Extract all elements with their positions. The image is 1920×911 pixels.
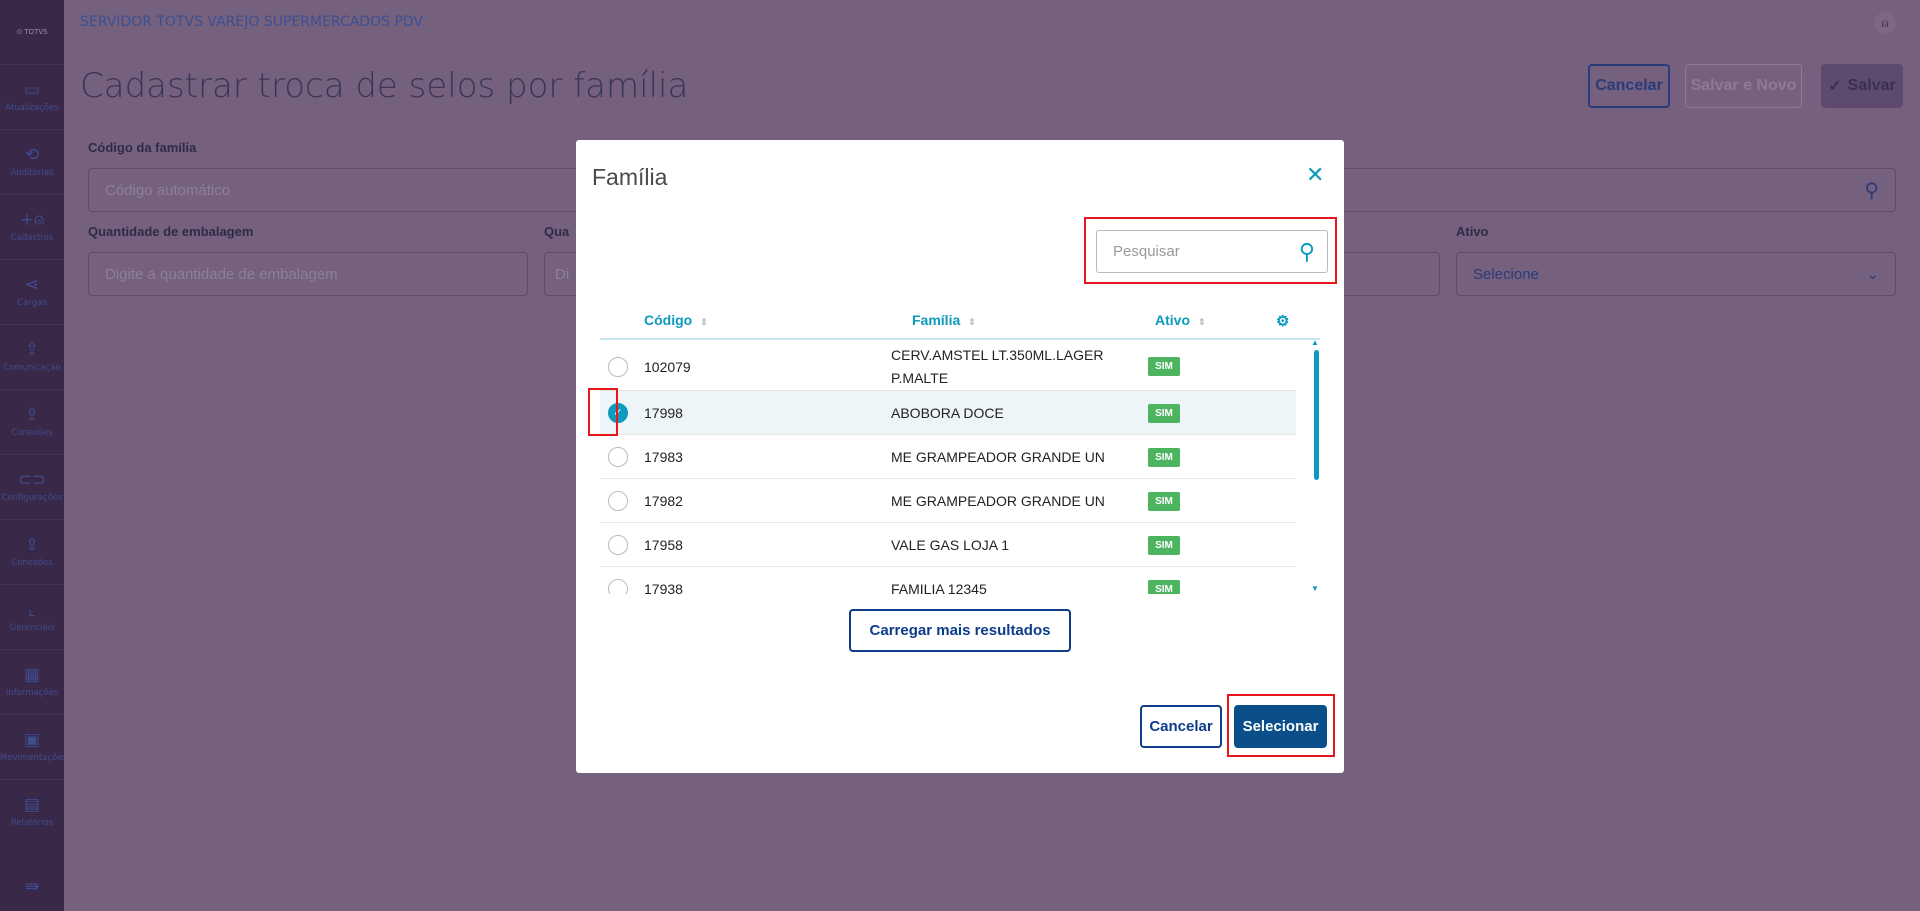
gear-icon[interactable]: ⚙ [1276, 313, 1290, 330]
scroll-up-icon[interactable]: ▲ [1311, 338, 1319, 347]
sidebar-item-informações[interactable]: ▦ Informações [0, 649, 64, 714]
codigo-label: Código da família [88, 140, 197, 155]
link-icon: ⊂⊃ [17, 470, 47, 490]
sidebar-item-comunicação[interactable]: ⇪ Comunicação [0, 324, 64, 389]
search-icon[interactable]: ⚲ [1298, 238, 1315, 264]
upload-file-icon: ⇪ [24, 340, 40, 360]
cell-codigo: 17982 [644, 493, 683, 509]
table-row[interactable]: ✓ 17998 ABOBORA DOCE SIM [600, 391, 1296, 435]
share-icon: ⋖ [24, 275, 40, 295]
column-codigo[interactable]: Código ⇕ [644, 312, 708, 328]
book-icon: ▣ [23, 730, 41, 750]
building-icon: ▦ [23, 665, 41, 685]
row-radio[interactable] [608, 447, 628, 467]
modal-cancel-button[interactable]: Cancelar [1140, 705, 1222, 748]
status-badge: SIM [1148, 447, 1180, 467]
sidebar-item-gerenciais[interactable]: ⌞ Gerenciais [0, 584, 64, 649]
column-familia[interactable]: Família ⇕ [912, 312, 976, 328]
table-row[interactable]: 17983 ME GRAMPEADOR GRANDE UN SIM [600, 435, 1296, 479]
save-button[interactable]: ✓ Salvar [1821, 64, 1903, 108]
cell-codigo: 102079 [644, 358, 691, 375]
scrollbar[interactable] [1314, 350, 1319, 480]
sidebar-item-conexões[interactable]: ⇪ Conexões [0, 389, 64, 454]
chevron-down-icon: ⌄ [1866, 266, 1879, 283]
collapse-menu-icon[interactable]: ⇛ [24, 876, 40, 897]
select-button[interactable]: Selecionar [1234, 705, 1327, 748]
cell-familia: CERV.AMSTEL LT.350ML.LAGER P.MALTE [891, 347, 1104, 386]
ativo-select[interactable]: Selecione ⌄ [1456, 252, 1896, 296]
totvs-logo: ⊙ TOTVS [16, 28, 48, 36]
modal-title: Família [592, 164, 668, 190]
sidebar-item-conexões[interactable]: ⇪ Conexões [0, 519, 64, 584]
report-icon: ▤ [23, 795, 41, 815]
page-title: Cadastrar troca de selos por família [80, 66, 689, 106]
sidebar-item-auditorias[interactable]: ⟲ Auditorias [0, 129, 64, 194]
status-badge: SIM [1148, 357, 1180, 376]
status-badge: SIM [1148, 535, 1180, 555]
table-row[interactable]: 17982 ME GRAMPEADOR GRANDE UN SIM [600, 479, 1296, 523]
status-badge: SIM [1148, 491, 1180, 511]
row-radio[interactable] [608, 491, 628, 511]
highlight-box [1227, 694, 1335, 757]
check-icon: ✓ [1828, 78, 1842, 95]
cell-codigo: 17983 [644, 449, 683, 465]
cancel-button[interactable]: Cancelar [1588, 64, 1670, 108]
sort-icon: ⇕ [968, 317, 976, 327]
cell-familia: ABOBORA DOCE [891, 405, 1004, 421]
column-ativo[interactable]: Ativo ⇕ [1155, 312, 1206, 328]
table-row[interactable]: 102079 CERV.AMSTEL LT.350ML.LAGER P.MALT… [600, 342, 1296, 391]
upload-file-icon: ⇪ [24, 535, 40, 555]
table-row[interactable]: 17938 FAMILIA 12345 SIM [600, 567, 1296, 594]
close-icon[interactable]: ✕ [1306, 162, 1325, 187]
app-title: SERVIDOR TOTVS VAREJO SUPERMERCADOS PDV [80, 14, 423, 30]
table-body: 102079 CERV.AMSTEL LT.350ML.LAGER P.MALT… [600, 342, 1320, 594]
sort-icon: ⇕ [1198, 317, 1206, 327]
cell-familia: ME GRAMPEADOR GRANDE UN [891, 449, 1105, 465]
chart-icon: ⌞ [28, 600, 36, 620]
row-radio[interactable] [608, 579, 628, 594]
sort-icon: ⇕ [700, 317, 708, 327]
qtd-field[interactable]: Digite a quantidade de embalagem [88, 252, 528, 296]
search-icon[interactable]: ⚲ [1864, 179, 1879, 202]
row-radio[interactable] [608, 356, 628, 377]
add-user-icon: +⍝ [19, 210, 45, 230]
status-badge: SIM [1148, 579, 1180, 594]
table-row[interactable]: 17958 VALE GAS LOJA 1 SIM [600, 523, 1296, 567]
save-and-new-button[interactable]: Salvar e Novo [1685, 64, 1802, 108]
cell-codigo: 17998 [644, 405, 683, 421]
highlight-box [1084, 217, 1337, 284]
status-badge: SIM [1148, 403, 1180, 423]
sidebar-item-movimentações[interactable]: ▣ Movimentações [0, 714, 64, 779]
qua-label: Qua [544, 224, 570, 239]
user-avatar-icon[interactable]: ⍝ [1874, 12, 1896, 34]
sidebar-item-relatórios[interactable]: ▤ Relatórios [0, 779, 64, 844]
highlight-box [588, 388, 618, 436]
sidebar-item-configurações[interactable]: ⊂⊃ Configurações [0, 454, 64, 519]
row-radio[interactable]: ✓ [608, 403, 628, 423]
history-icon: ⟲ [24, 145, 40, 165]
row-radio[interactable] [608, 535, 628, 555]
server-icon: ▭ [23, 80, 41, 100]
sidebar-item-cargas[interactable]: ⋖ Cargas [0, 259, 64, 324]
sidebar-item-cadastros[interactable]: +⍝ Cadastros [0, 194, 64, 259]
cell-codigo: 17938 [644, 581, 683, 594]
cell-familia: ME GRAMPEADOR GRANDE UN [891, 493, 1105, 509]
load-more-button[interactable]: Carregar mais resultados [849, 609, 1071, 652]
cell-familia: VALE GAS LOJA 1 [891, 537, 1010, 553]
table-header: Código ⇕ Família ⇕ Ativo ⇕ ⚙ [600, 302, 1320, 340]
cell-familia: FAMILIA 12345 [891, 581, 987, 594]
upload-file-icon: ⇪ [24, 405, 40, 425]
sidebar: ⊙ TOTVS ▭ Atualizações ⟲ Auditorias +⍝ Cadast… [0, 0, 64, 911]
ativo-label: Ativo [1456, 224, 1489, 239]
cell-codigo: 17958 [644, 537, 683, 553]
familia-modal: Família ✕ Pesquisar ⚲ Código ⇕ Família ⇕ At… [576, 140, 1344, 773]
search-input[interactable]: Pesquisar ⚲ [1096, 230, 1328, 273]
scroll-down-icon[interactable]: ▼ [1311, 584, 1319, 593]
sidebar-item-atualizações[interactable]: ▭ Atualizações [0, 64, 64, 129]
qtd-label: Quantidade de embalagem [88, 224, 254, 239]
